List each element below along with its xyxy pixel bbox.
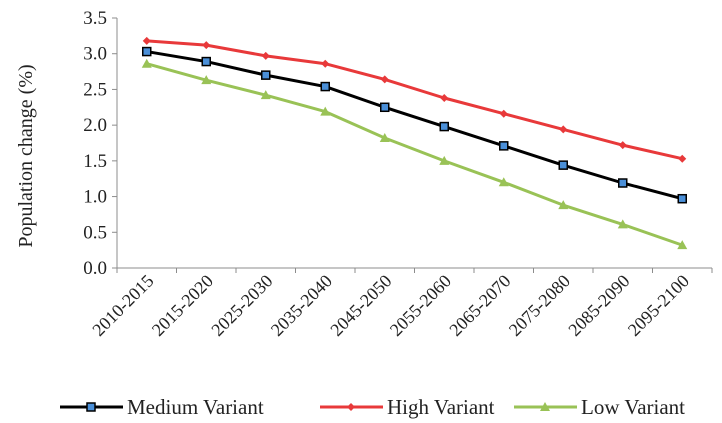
x-tick-labels: 2010-20152015-20202025-20302035-20402045… [88,271,693,340]
data-point [347,403,355,411]
legend-label: Low Variant [581,395,685,419]
data-point [201,75,212,85]
y-tick-label: 1.0 [83,187,107,208]
data-point [678,154,687,163]
series-line [146,62,683,247]
legend-item: Medium Variant [60,395,264,419]
x-tick-label: 2025-2030 [207,271,276,340]
data-point [201,56,211,67]
data-point [379,133,390,142]
data-point [321,59,330,68]
legend-item: High Variant [320,395,495,419]
data-point [439,121,449,132]
data-point [440,94,449,102]
x-tick-label: 2065-2070 [445,271,514,340]
data-point [320,81,330,92]
data-point [380,102,390,113]
legend-label: High Variant [387,395,495,419]
y-axis-title: Population change (%) [15,64,37,247]
x-tick-label: 2035-2040 [267,271,336,340]
series-medium-variant [142,46,687,204]
x-tick-label: 2055-2060 [386,271,455,340]
data-point [260,90,271,100]
data-point [617,219,628,229]
data-point [142,36,151,45]
x-tick-label: 2085-2090 [564,271,633,340]
data-point [499,141,509,151]
y-axis-label: Population change (%) [15,64,37,247]
series-high-variant [142,36,687,163]
y-tick-label: 3.0 [83,44,107,65]
data-point [618,141,627,150]
x-tick-label: 2045-2050 [326,271,395,340]
y-tick-label: 0.0 [83,258,107,279]
series-low-variant [141,58,688,250]
y-tick-label: 2.0 [83,115,107,136]
y-tick-label: 2.5 [83,79,107,100]
data-point [677,193,687,204]
x-tick-label: 2010-2015 [88,271,157,340]
data-point [202,41,211,50]
x-tick-label: 2075-2080 [505,271,574,340]
data-point [677,240,688,250]
data-point [618,178,628,188]
data-point [142,46,152,57]
data-point [540,402,550,411]
legend: Medium Variant High Variant Low Variant [60,395,685,419]
data-point [261,70,271,80]
data-point [499,109,508,118]
data-point [558,200,569,210]
legend-item: Low Variant [514,395,685,419]
legend-label: Medium Variant [127,395,264,419]
series-line [146,39,683,161]
y-tick-label: 3.5 [83,8,107,29]
y-tick-label: 0.5 [83,222,107,243]
y-tick-label: 1.5 [83,151,107,172]
x-tick-label: 2095-2100 [624,271,693,340]
axes [112,17,713,273]
series-layer [141,36,688,250]
series-line [146,50,683,201]
data-point [141,58,152,68]
data-point [86,402,96,412]
x-tick-label: 2015-2020 [148,271,217,340]
data-point [320,106,331,116]
data-point [558,160,568,170]
data-point [559,125,568,134]
data-point [261,51,270,60]
data-point [439,155,450,165]
y-tick-labels: 0.0 0.5 1.0 1.5 2.0 2.5 3.0 3.5 [83,8,107,279]
data-point [380,75,389,84]
data-point [498,177,509,187]
